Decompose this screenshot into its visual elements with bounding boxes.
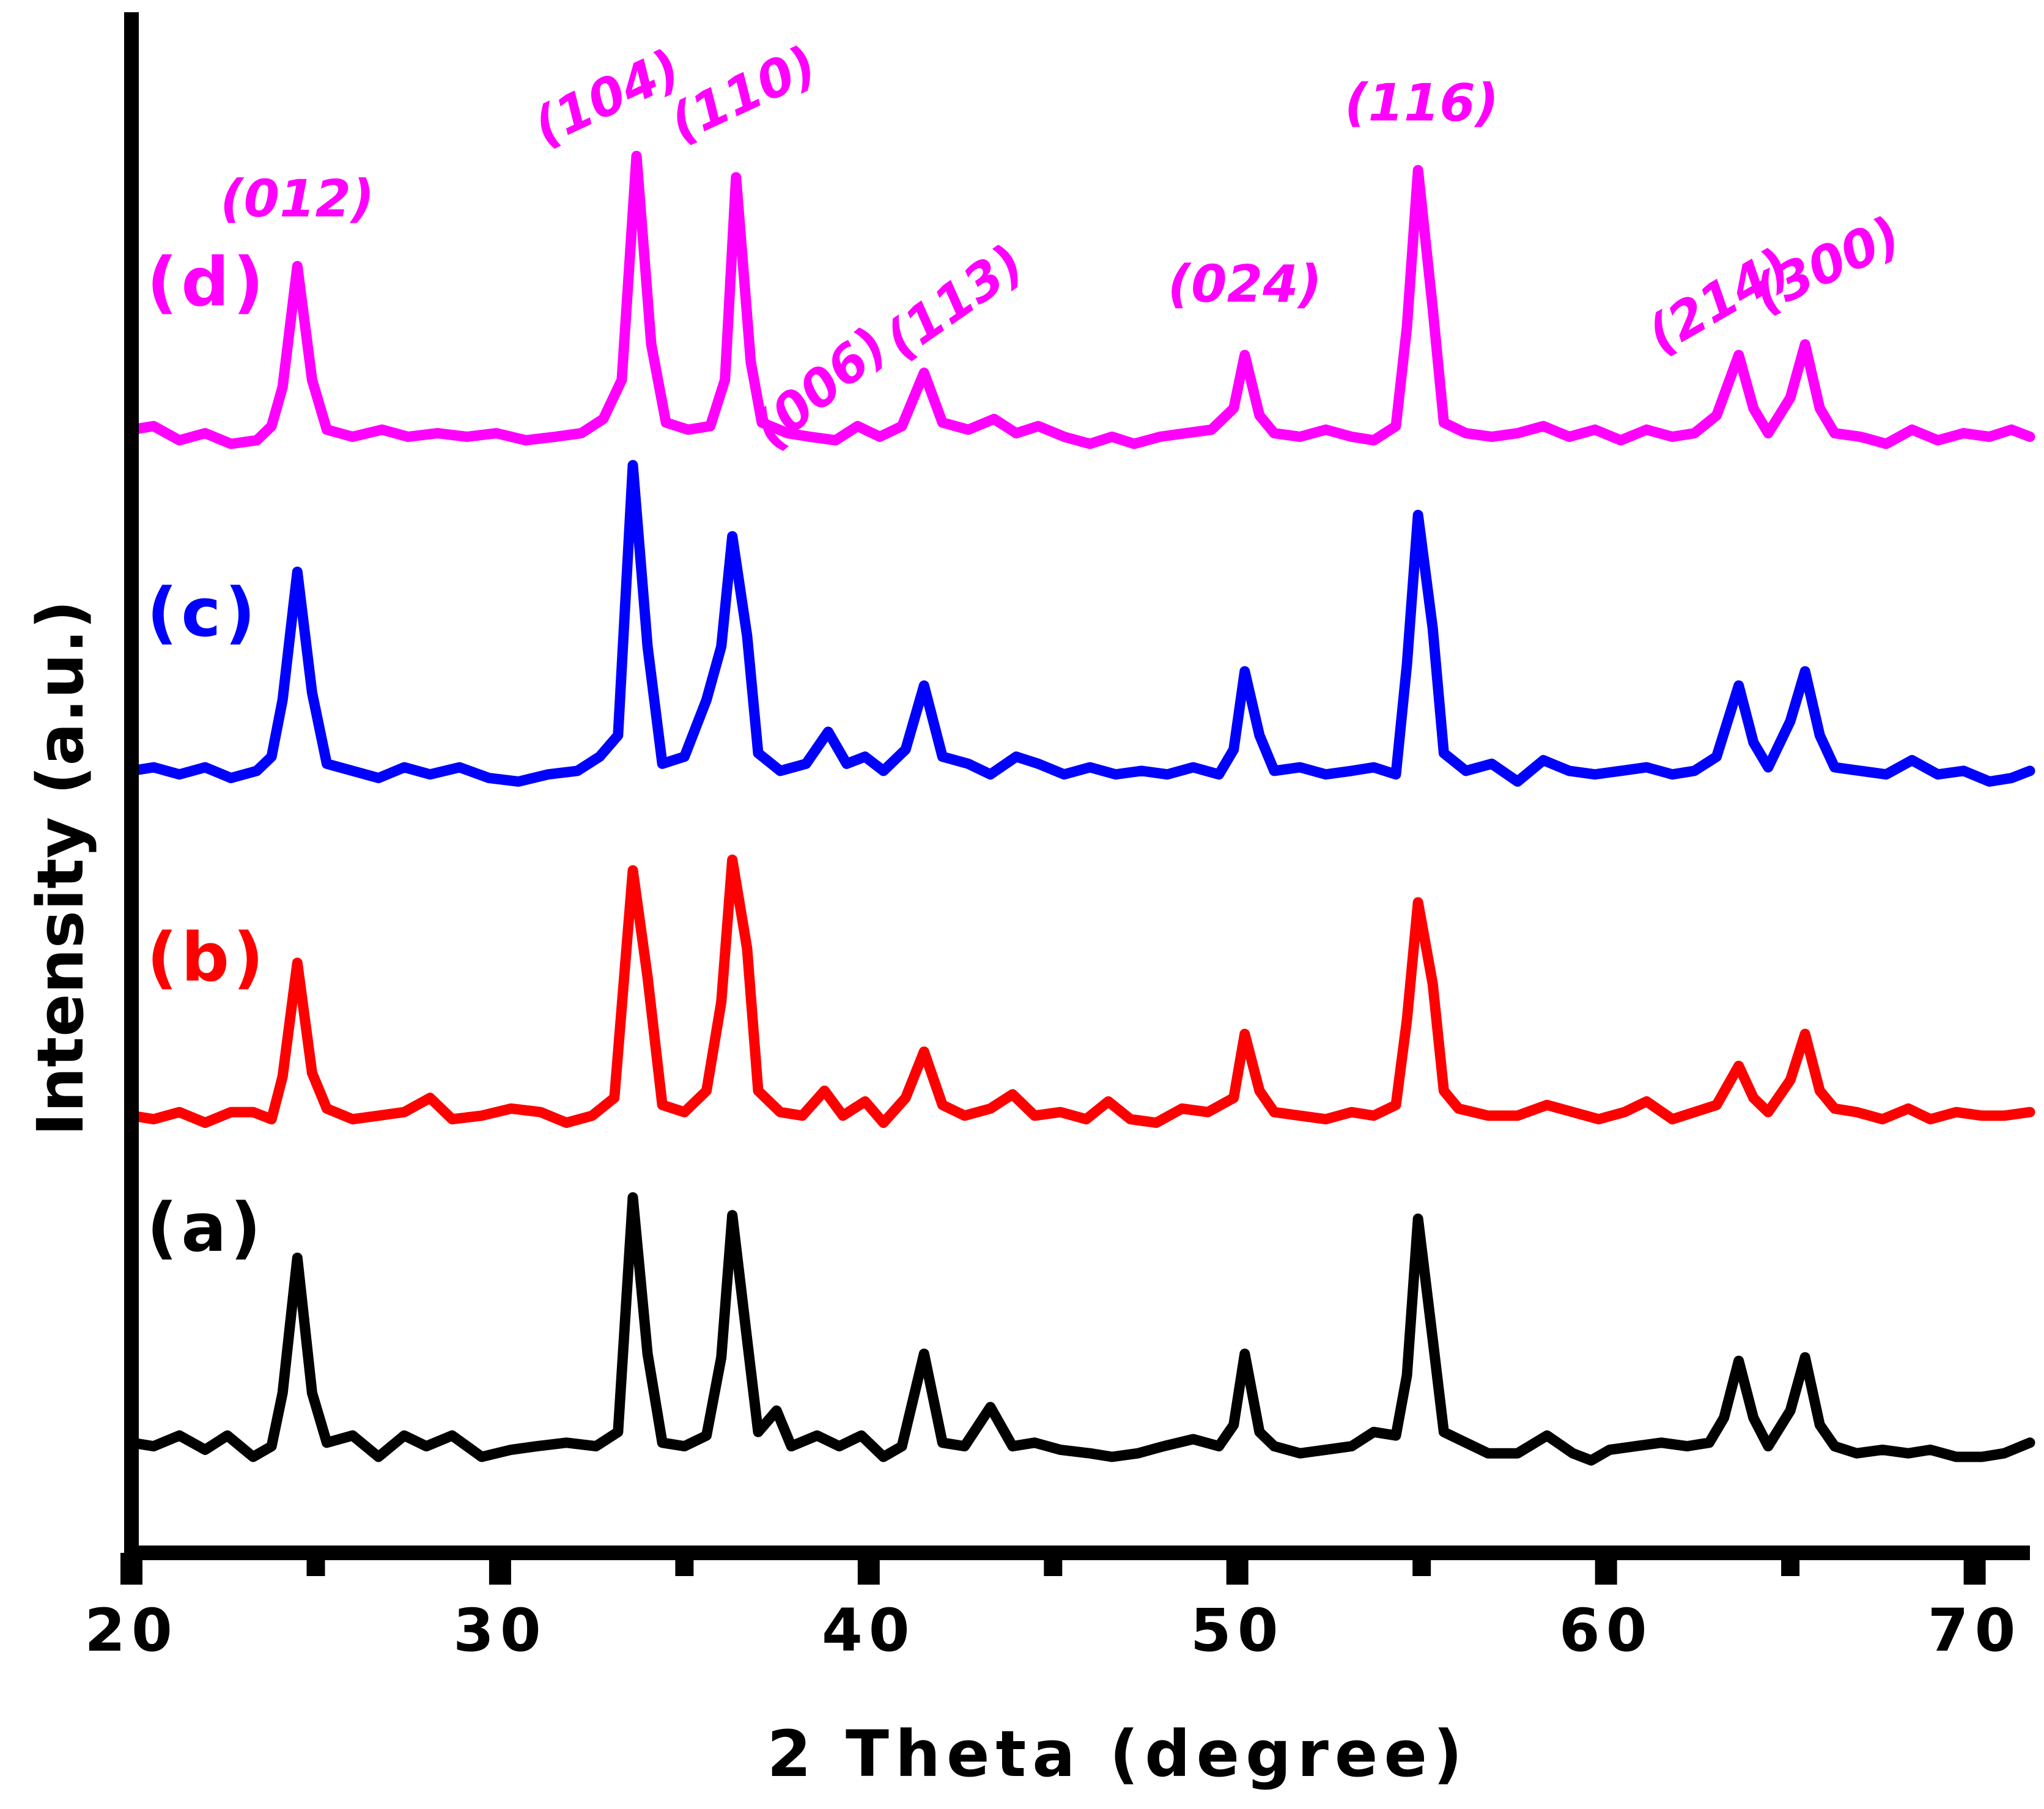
- series-label-2: (c): [147, 573, 259, 652]
- x-ticks: 20 30 40 50 60 70: [84, 1553, 2022, 1665]
- x-tick-label-60: 60: [1559, 1596, 1653, 1665]
- series-label-1: (b): [147, 918, 267, 997]
- series-line-1: [126, 854, 2035, 1128]
- series-label-0: (a): [147, 1188, 265, 1267]
- peak-labels: (012)(104)(110)(006)(113) (024)(116)(214)…: [220, 34, 1909, 460]
- x-tick-label-50: 50: [1190, 1596, 1285, 1665]
- x-tick-label-70: 70: [1928, 1596, 2022, 1665]
- y-axis-title: Intensity (a.u.): [23, 600, 98, 1137]
- series-curves: [126, 150, 2035, 1466]
- peak-label-8: (300): [1744, 205, 1909, 324]
- peak-label-4: (113): [874, 232, 1035, 370]
- x-tick-label-20: 20: [84, 1596, 179, 1665]
- series-line-0: [126, 1192, 2035, 1466]
- peak-label-6: (116): [1345, 73, 1499, 133]
- x-tick-label-40: 40: [822, 1596, 916, 1665]
- series-labels: (a) (b) (c) (d): [147, 243, 267, 1267]
- peak-label-5: (024): [1168, 254, 1322, 314]
- series-label-3: (d): [147, 243, 267, 321]
- peak-label-0: (012): [220, 169, 374, 229]
- x-axis-title: 2 Theta (degree): [767, 1717, 1468, 1791]
- peak-label-2: (110): [661, 34, 826, 153]
- axes: [124, 12, 2030, 1560]
- series-line-3: [126, 150, 2035, 449]
- x-tick-label-30: 30: [453, 1596, 547, 1665]
- series-line-2: [126, 460, 2035, 787]
